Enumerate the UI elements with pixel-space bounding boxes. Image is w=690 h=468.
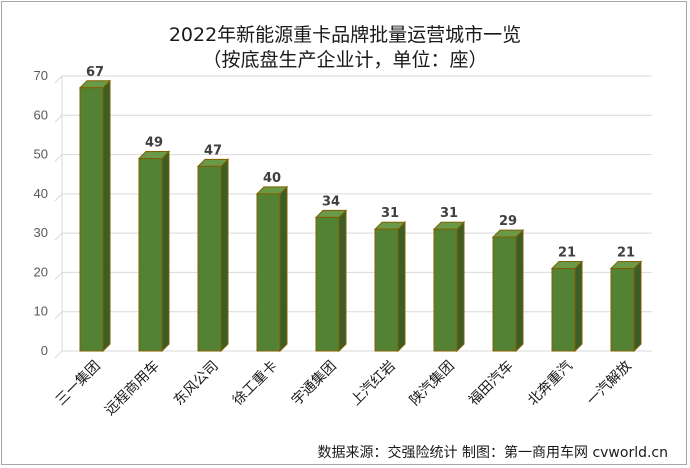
- bar-side: [161, 150, 170, 353]
- bar: [197, 165, 222, 352]
- x-category-label: 北奔重汽: [525, 358, 576, 409]
- y-tick-label: 0: [41, 343, 48, 358]
- gridline-depth: [54, 75, 63, 84]
- bar: [492, 236, 517, 352]
- data-label: 67: [86, 65, 104, 80]
- data-label: 21: [617, 246, 635, 261]
- bar: [79, 87, 104, 352]
- data-label: 47: [204, 143, 222, 158]
- data-label: 40: [263, 171, 281, 186]
- gridline-depth: [54, 114, 63, 123]
- x-category-label: 上汽红岩: [348, 358, 399, 409]
- y-tick-label: 70: [34, 68, 48, 83]
- x-category-label: 三一集团: [52, 357, 104, 409]
- y-tick-label: 60: [34, 107, 48, 122]
- bar-side: [515, 228, 524, 353]
- bar-side: [633, 260, 642, 353]
- gridline-depth: [54, 350, 63, 359]
- data-label: 29: [499, 214, 517, 229]
- data-label: 34: [322, 194, 340, 209]
- y-tick-label: 30: [34, 225, 48, 240]
- x-category-label: 一汽解放: [584, 358, 635, 409]
- bar-side: [574, 260, 583, 353]
- bar: [433, 228, 458, 352]
- x-category-label: 宇通集团: [288, 357, 340, 409]
- x-category-label: 东风公司: [171, 358, 222, 409]
- chart-subtitle: （按底盘生产企业计，单位：座）: [202, 49, 488, 71]
- data-label: 31: [381, 206, 399, 221]
- data-label: 49: [145, 136, 163, 151]
- y-tick-label: 50: [34, 147, 48, 162]
- bar: [256, 193, 281, 352]
- data-label: 31: [440, 206, 458, 221]
- gridline-depth: [54, 272, 63, 280]
- y-tick-label: 40: [34, 186, 48, 201]
- bar: [315, 216, 340, 352]
- x-category-label: 徐工重卡: [230, 358, 281, 409]
- x-category-label: 福田汽车: [465, 357, 517, 409]
- bar-side: [397, 221, 406, 353]
- y-tick-label: 20: [34, 264, 48, 279]
- data-source-note: 数据来源：交强险统计 制图：第一商用车网 cvworld.cn: [317, 445, 668, 461]
- bar: [610, 268, 635, 352]
- bar: [551, 268, 576, 352]
- bar-side: [279, 185, 288, 353]
- bar-side: [102, 79, 111, 353]
- gridline-depth: [54, 311, 63, 320]
- y-tick-label: 10: [34, 304, 48, 319]
- x-category-label: 陕汽集团: [406, 357, 458, 409]
- data-label: 21: [558, 246, 576, 261]
- bar: [374, 228, 399, 352]
- chart-title: 2022年新能源重卡品牌批量运营城市一览: [168, 24, 522, 46]
- bar: [138, 158, 163, 352]
- bar-side: [338, 209, 347, 353]
- gridline-depth: [54, 193, 63, 202]
- x-category-label: 远程商用车: [101, 357, 163, 419]
- gridline-depth: [54, 154, 63, 162]
- bar-side: [220, 158, 229, 353]
- bar-side: [456, 221, 465, 353]
- gridline-depth: [54, 232, 63, 241]
